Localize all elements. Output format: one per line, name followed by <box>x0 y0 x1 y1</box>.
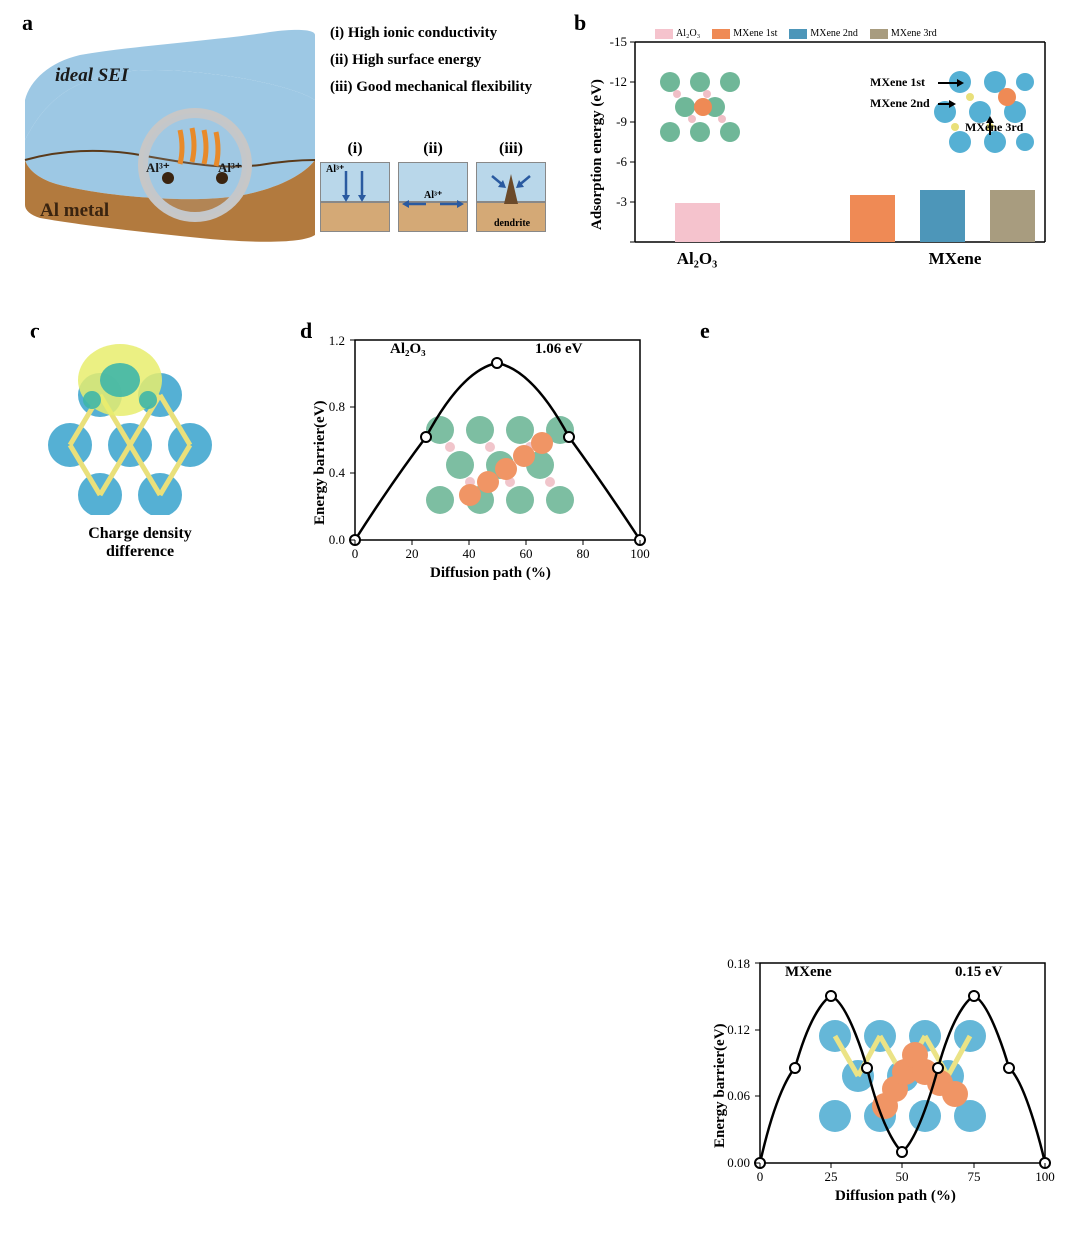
b-ylabel: Adsorption energy (eV) <box>589 79 606 230</box>
svg-text:0: 0 <box>352 546 359 561</box>
svg-text:0.0: 0.0 <box>329 532 345 547</box>
svg-text:0.18: 0.18 <box>727 956 750 971</box>
svg-text:40: 40 <box>463 546 476 561</box>
panel-e: 0.00 0.06 0.12 0.18 0 25 50 75 100 Energ… <box>700 948 1080 1246</box>
d-xlabel: Diffusion path (%) <box>430 565 551 582</box>
svg-text:0: 0 <box>757 1169 764 1184</box>
mini-ii-label: (ii) <box>398 140 468 158</box>
svg-text:-15: -15 <box>610 34 627 49</box>
al-metal-text: Al metal <box>40 200 109 222</box>
e-title-right: 0.15 eV <box>955 964 1003 981</box>
b-legend: Al₂O₃ MXene 1st MXene 2nd MXene 3rd <box>655 28 937 39</box>
legend-mx1: MXene 1st <box>733 28 777 39</box>
mini-i: (i) Al³⁺ <box>320 140 390 235</box>
svg-text:0.06: 0.06 <box>727 1088 750 1103</box>
svg-text:0.12: 0.12 <box>727 1022 750 1037</box>
panel-d: 0.0 0.4 0.8 1.2 0 20 40 60 80 100 Energy… <box>300 325 1080 948</box>
svg-text:1.2: 1.2 <box>329 333 345 348</box>
legend-al2o3: Al₂O₃ <box>676 28 700 39</box>
ion-label-1: Al³⁺ <box>146 160 170 176</box>
svg-text:20: 20 <box>406 546 419 561</box>
inset-lab-2: MXene 2nd <box>870 96 930 111</box>
mini-ii-arrows <box>398 196 468 216</box>
x-cat-mxene: MXene <box>929 249 982 268</box>
bar-mx2 <box>920 190 965 242</box>
bar-mx1 <box>850 195 895 242</box>
inset-arrows <box>930 75 1040 150</box>
property-i: (i) High ionic conductivity <box>330 25 532 42</box>
mini-iii-dendrite-label: dendrite <box>494 218 530 229</box>
svg-text:60: 60 <box>520 546 533 561</box>
line-chart-d: 0.0 0.4 0.8 1.2 0 20 40 60 80 100 <box>300 325 660 585</box>
svg-text:-3: -3 <box>616 194 627 209</box>
mini-iii-label: (iii) <box>476 140 546 158</box>
svg-text:75: 75 <box>968 1169 981 1184</box>
e-title-left: MXene <box>785 964 832 981</box>
legend-mx2: MXene 2nd <box>810 28 858 39</box>
svg-text:-9: -9 <box>616 114 627 129</box>
mini-iii: (iii) dendrite <box>476 140 546 235</box>
d-ylabel: Energy barrier(eV) <box>312 400 329 525</box>
e-xlabel: Diffusion path (%) <box>835 1188 956 1205</box>
mini-i-label: (i) <box>320 140 390 158</box>
mini-diagrams: (i) Al³⁺ (ii) Al³⁺ (iii) <box>320 140 546 235</box>
panel-b: -3 -6 -9 -12 -15 Al₂O₃ MXene <box>575 20 1065 300</box>
e-ylabel: Energy barrier(eV) <box>712 1023 729 1148</box>
figure-root: a b c d e ideal SEI Al metal Al <box>0 0 1080 623</box>
inset-al2o3 <box>655 67 750 147</box>
svg-text:80: 80 <box>577 546 590 561</box>
panel-a: ideal SEI Al metal Al³⁺ Al³⁺ (i) High io… <box>20 20 560 300</box>
svg-text:50: 50 <box>896 1169 909 1184</box>
svg-text:25: 25 <box>825 1169 838 1184</box>
d-title-left: Al₂O₃ <box>390 341 426 358</box>
property-iii: (iii) Good mechanical flexibility <box>330 79 532 96</box>
svg-text:0.8: 0.8 <box>329 399 345 414</box>
panel-c: Charge density difference <box>30 325 250 605</box>
mini-ii: (ii) Al³⁺ <box>398 140 468 235</box>
bar-mx3 <box>990 190 1035 242</box>
property-ii: (ii) High surface energy <box>330 52 532 69</box>
svg-text:-6: -6 <box>616 154 627 169</box>
legend-mx3: MXene 3rd <box>891 28 937 39</box>
svg-text:0.00: 0.00 <box>727 1155 750 1170</box>
charge-density-svg <box>30 325 230 515</box>
svg-text:100: 100 <box>1035 1169 1055 1184</box>
svg-text:0.4: 0.4 <box>329 465 346 480</box>
properties-list: (i) High ionic conductivity (ii) High su… <box>330 25 532 106</box>
c-caption: Charge density difference <box>30 525 250 561</box>
svg-text:-12: -12 <box>610 74 627 89</box>
svg-text:100: 100 <box>630 546 650 561</box>
sei-text: ideal SEI <box>55 65 128 87</box>
bar-al2o3 <box>675 203 720 242</box>
bar-chart-b: -3 -6 -9 -12 -15 Al₂O₃ MXene <box>575 20 1065 280</box>
line-chart-e: 0.00 0.06 0.12 0.18 0 25 50 75 100 <box>700 948 1060 1208</box>
schematic-sei: ideal SEI Al metal Al³⁺ Al³⁺ <box>20 20 320 250</box>
x-cat-al2o3: Al₂O₃ <box>677 249 717 268</box>
inset-lab-1: MXene 1st <box>870 75 925 90</box>
ion-label-2: Al³⁺ <box>218 160 242 176</box>
mini-i-arrows <box>320 166 390 206</box>
d-title-right: 1.06 eV <box>535 341 583 358</box>
